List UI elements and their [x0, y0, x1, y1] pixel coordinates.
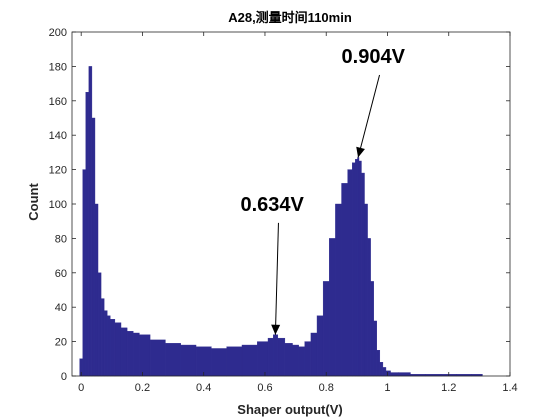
x-tick-label: 1: [384, 382, 390, 394]
y-tick-label: 160: [49, 96, 67, 108]
y-tick-label: 180: [49, 61, 67, 73]
histogram-bar: [357, 157, 360, 377]
annotation-arrow-head: [271, 324, 281, 335]
histogram-bar: [165, 343, 181, 377]
x-tick-label: 0.2: [135, 382, 150, 394]
histogram-bar: [298, 346, 305, 377]
x-tick-label: 0.8: [319, 382, 334, 394]
histogram-bar: [110, 319, 116, 377]
histogram-bar: [126, 331, 134, 377]
histogram-bar: [97, 272, 102, 377]
histogram-bar: [149, 339, 166, 377]
histogram-bar: [103, 310, 108, 377]
histogram-bar: [367, 238, 371, 377]
x-axis-label: Shaper output(V): [237, 402, 342, 417]
histogram-bar: [379, 362, 384, 377]
histogram-bar: [120, 327, 128, 377]
x-tick-label: 0.6: [257, 382, 272, 394]
histogram-bar: [139, 334, 151, 377]
histogram-bar: [385, 370, 391, 377]
histogram-bar: [347, 169, 353, 377]
annotation-label: 0.904V: [342, 46, 406, 68]
histogram-bar: [241, 344, 258, 377]
x-tick-label: 1.4: [502, 382, 517, 394]
annotation-arrow-head: [356, 146, 365, 158]
y-tick-label: 120: [49, 165, 67, 177]
histogram-bar: [133, 332, 140, 377]
histogram-bar: [355, 159, 358, 377]
histogram-bar: [107, 315, 111, 377]
y-axis-label: Count: [26, 183, 41, 221]
histogram-bar: [85, 91, 90, 377]
annotation-label: 0.634V: [240, 194, 304, 216]
y-tick-label: 20: [55, 337, 67, 349]
y-tick-label: 60: [55, 268, 67, 280]
y-tick-label: 40: [55, 302, 67, 314]
histogram-bar: [390, 372, 399, 377]
histogram-bar: [352, 162, 356, 377]
x-tick-label: 1.2: [441, 382, 456, 394]
histogram-bar: [277, 337, 286, 377]
histogram-bar: [322, 281, 330, 377]
histogram-bar: [284, 343, 293, 377]
y-tick-label: 100: [49, 199, 67, 211]
histogram-bar: [91, 117, 96, 377]
histogram-bar: [226, 346, 243, 377]
histogram-bar: [358, 160, 362, 377]
y-tick-label: 80: [55, 233, 67, 245]
histogram-bar: [257, 341, 269, 377]
histogram-bar: [292, 344, 299, 377]
histogram-bar: [370, 281, 374, 377]
y-tick-label: 140: [49, 130, 67, 142]
histogram-bar: [273, 334, 279, 377]
histogram-bar: [310, 332, 318, 377]
histogram-bar: [100, 298, 105, 377]
annotation-arrow-line: [357, 74, 381, 158]
y-tick-label: 0: [61, 371, 67, 383]
histogram-bar: [398, 372, 411, 377]
histogram-bar: [316, 315, 324, 377]
histogram-bar: [329, 238, 336, 377]
histogram-bar: [376, 350, 381, 377]
histogram-bar: [94, 203, 99, 377]
histogram-bar: [341, 183, 348, 377]
histogram-bar: [88, 66, 93, 377]
plot-area: 0 0.2 0.4 0.6 0.8 1 1.2 1.4 0 20 40 60 80 100 120 140 16…: [49, 27, 518, 394]
histogram-bar: [304, 341, 312, 377]
histogram-bar: [195, 346, 212, 377]
x-tick-label: 0.4: [196, 382, 211, 394]
histogram-bar: [361, 172, 365, 377]
histogram-bar: [382, 367, 387, 377]
histogram-bar: [180, 344, 197, 377]
x-tick-label: 0: [78, 382, 84, 394]
chart-title: A28,测量时间110min: [228, 10, 352, 25]
y-tick-label: 200: [49, 27, 67, 39]
histogram-bar: [82, 169, 86, 377]
histogram-bar: [211, 348, 227, 377]
histogram-bar: [364, 203, 368, 377]
histogram-bar: [114, 322, 122, 377]
histogram-bar: [267, 337, 274, 377]
annotation-arrow-line: [274, 222, 279, 335]
histogram-bar: [335, 203, 342, 377]
histogram-bar: [373, 320, 377, 377]
